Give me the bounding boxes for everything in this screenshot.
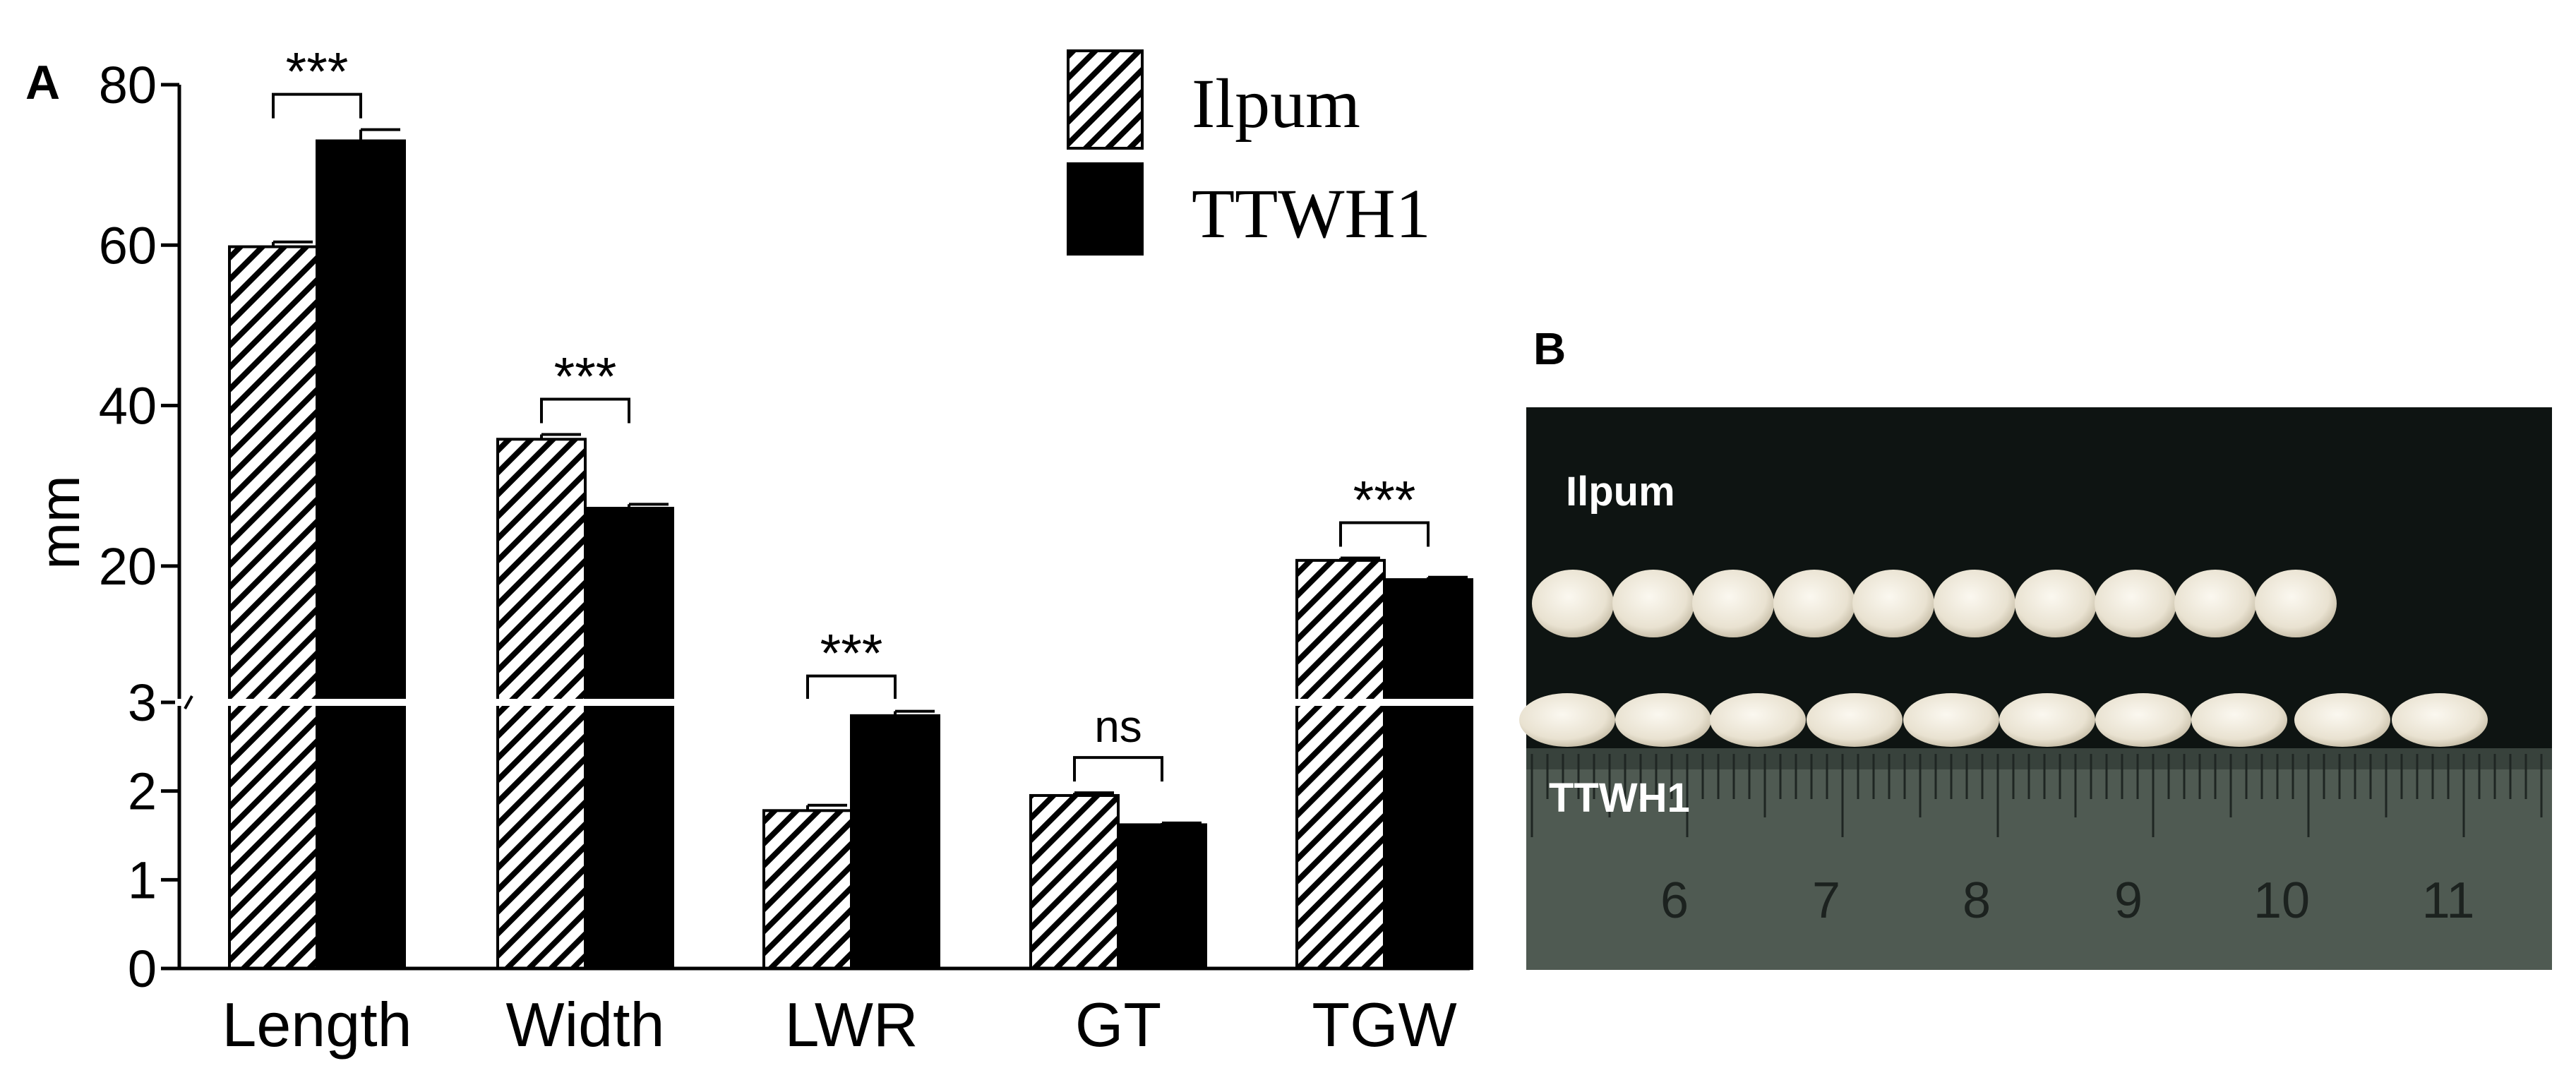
bar-ttwh1-length <box>316 139 406 971</box>
grain-ttwh1 <box>2294 693 2390 747</box>
grain-ilpum <box>2174 570 2256 637</box>
significance-brackets: *** *** *** ns *** <box>272 42 1430 782</box>
bar-ttwh1-lwr <box>850 714 940 970</box>
x-category-label: GT <box>1075 990 1161 1060</box>
ruler-numbers: 6 7 8 9 10 11 <box>1660 872 2474 929</box>
bar-ttwh1-width <box>584 507 674 970</box>
grain-ttwh1 <box>2392 693 2488 747</box>
bar-group-length <box>228 128 406 971</box>
panel-a-label: A <box>25 56 60 109</box>
significance-bracket <box>540 397 630 424</box>
legend-label-ilpum: Ilpum <box>1192 64 1360 143</box>
bar-group-tgw <box>1295 556 1473 970</box>
legend: Ilpum TTWH1 <box>1067 49 1431 256</box>
bar-ttwh1-tgw <box>1383 578 1473 970</box>
ruler-number: 8 <box>1963 872 1991 929</box>
panel-b-photo: B 6 7 8 9 10 11 Ilpum TTWH1 <box>1519 323 2552 970</box>
y-tick-label: 20 <box>99 537 157 596</box>
axis-break-line <box>175 699 1474 706</box>
bar-ilpum-gt <box>1029 793 1120 970</box>
bar-group-gt <box>1029 791 1207 971</box>
bar-groups <box>228 128 1473 971</box>
grain-ttwh1 <box>1519 693 1615 747</box>
ruler-ticks <box>1530 754 2543 837</box>
grain-ilpum <box>1934 570 2015 637</box>
photo-label-ttwh1: TTWH1 <box>1549 775 1690 821</box>
grain-ilpum <box>1532 570 1614 637</box>
lower-y-ticks: 0 1 2 3 <box>128 673 179 998</box>
y-tick-label: 2 <box>128 762 157 821</box>
y-tick-label: 80 <box>99 56 157 114</box>
significance-bracket <box>1073 756 1163 782</box>
bar-ttwh1-gt <box>1117 823 1207 971</box>
grain-ttwh1 <box>2095 693 2191 747</box>
upper-y-ticks: 20 40 60 80 <box>99 56 179 596</box>
ruler-number: 11 <box>2422 872 2475 929</box>
x-category-label: Length <box>222 990 412 1060</box>
grain-ttwh1 <box>1710 693 1806 747</box>
significance-label: *** <box>554 347 617 407</box>
bar-ilpum-length <box>228 245 318 970</box>
ruler <box>1526 748 2552 970</box>
significance-bracket <box>806 674 897 700</box>
axis-break-mark <box>184 695 193 709</box>
legend-label-ttwh1: TTWH1 <box>1192 174 1431 253</box>
y-axis-label: mm <box>28 475 91 569</box>
legend-swatch-ilpum <box>1067 49 1144 150</box>
bar-group-lwr <box>762 709 940 971</box>
ruler-number: 9 <box>2114 872 2143 929</box>
ruler-number: 10 <box>2253 872 2310 929</box>
grain-ilpum <box>2255 570 2337 637</box>
x-category-label: TGW <box>1312 990 1456 1060</box>
legend-swatch-ttwh1 <box>1067 162 1144 256</box>
photo-label-ilpum: Ilpum <box>1566 469 1675 515</box>
significance-label: *** <box>820 624 883 684</box>
bar-ilpum-lwr <box>762 809 853 971</box>
grain-ilpum <box>2095 570 2176 637</box>
grain-ttwh1 <box>1903 693 1999 747</box>
rice-grains <box>1519 570 2488 747</box>
grain-ilpum <box>1852 570 1934 637</box>
y-tick-label: 40 <box>99 377 157 436</box>
ruler-number: 7 <box>1812 872 1840 929</box>
grain-ttwh1 <box>1807 693 1903 747</box>
grain-ilpum <box>1612 570 1694 637</box>
panel-a-chart: A mm 20 40 60 80 0 1 2 3 *** *** *** ns *** Length… <box>25 42 1474 1060</box>
x-category-labels: Length Width LWR GT TGW <box>222 990 1456 1060</box>
y-tick-label: 0 <box>128 940 157 998</box>
grain-ilpum <box>1692 570 1774 637</box>
y-tick-label: 60 <box>99 216 157 275</box>
significance-bracket <box>1339 521 1430 547</box>
bar-ilpum-tgw <box>1295 558 1386 970</box>
ruler-shadow <box>1526 748 2552 769</box>
ruler-number: 6 <box>1660 872 1689 929</box>
y-tick-label: 3 <box>128 673 157 732</box>
y-tick-label: 1 <box>128 851 157 909</box>
significance-label: *** <box>1353 470 1416 530</box>
grain-ttwh1 <box>1615 693 1711 747</box>
grain-ttwh1 <box>2191 693 2287 747</box>
x-category-label: Width <box>506 990 665 1060</box>
significance-label: *** <box>286 42 349 102</box>
grain-ilpum <box>1773 570 1855 637</box>
significance-bracket <box>272 92 362 119</box>
significance-label: ns <box>1094 701 1142 752</box>
panel-b-label: B <box>1533 323 1566 374</box>
x-category-label: LWR <box>784 990 918 1060</box>
grain-ilpum <box>2015 570 2097 637</box>
grain-ttwh1 <box>1999 693 2095 747</box>
